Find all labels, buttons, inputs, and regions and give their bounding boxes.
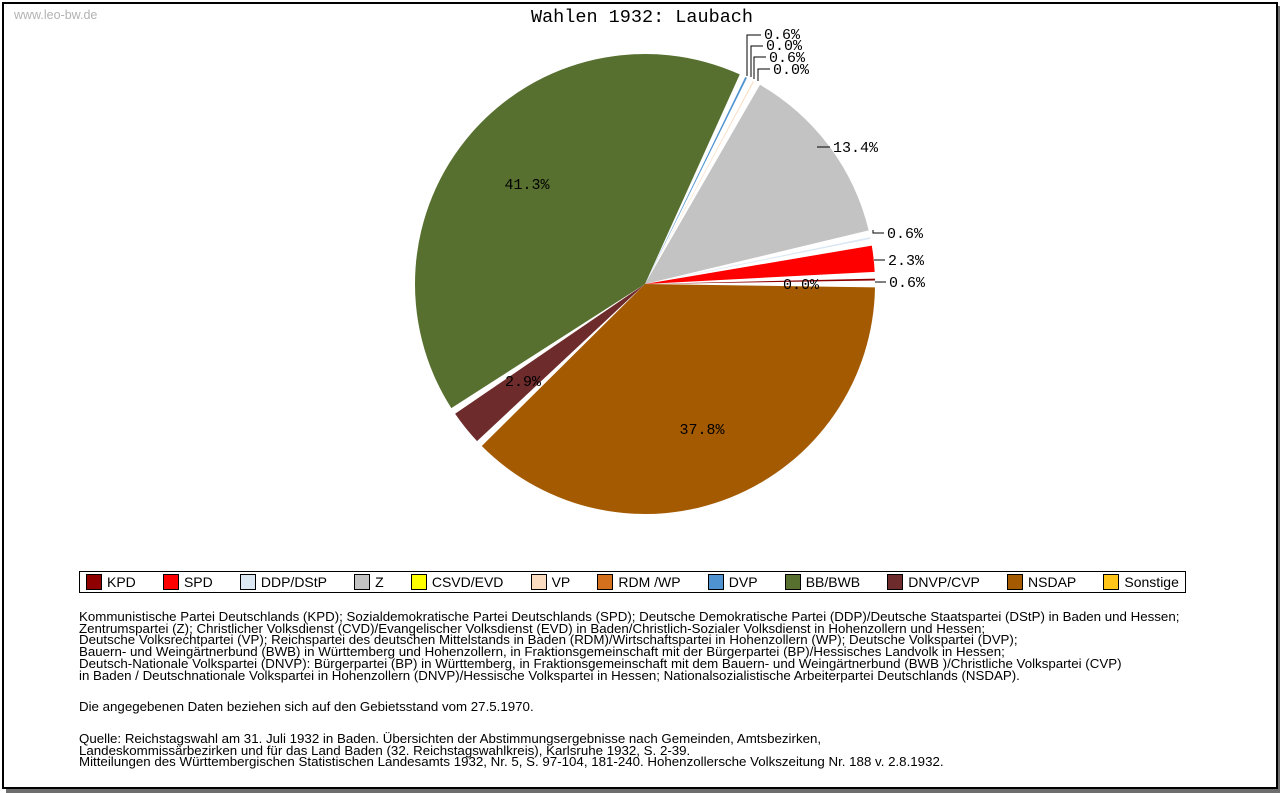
svg-text:37.8%: 37.8%: [679, 422, 725, 439]
svg-text:41.3%: 41.3%: [504, 177, 550, 194]
svg-text:2.9%: 2.9%: [505, 374, 542, 391]
svg-text:13.4%: 13.4%: [833, 140, 879, 157]
svg-text:0.0%: 0.0%: [773, 62, 810, 79]
svg-text:0.6%: 0.6%: [889, 275, 926, 292]
svg-text:2.3%: 2.3%: [888, 253, 925, 270]
svg-text:0.6%: 0.6%: [887, 226, 924, 243]
svg-text:0.0%: 0.0%: [783, 277, 820, 294]
